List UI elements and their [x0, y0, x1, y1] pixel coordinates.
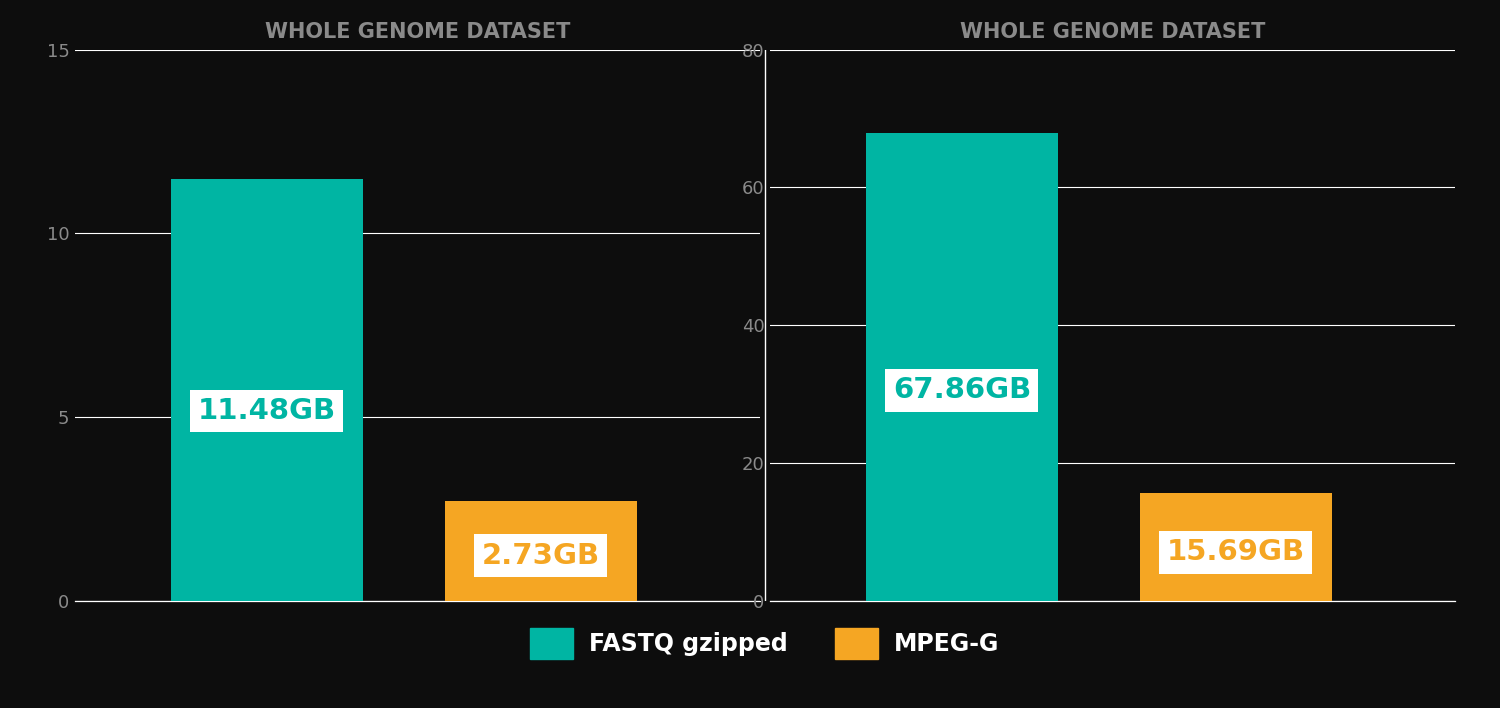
- Title: WHOLE GENOME DATASET: WHOLE GENOME DATASET: [264, 23, 570, 42]
- Text: 11.48GB: 11.48GB: [198, 397, 336, 425]
- Bar: [446, 501, 636, 601]
- Text: Original FASTQ = 368GB: Original FASTQ = 368GB: [798, 623, 986, 638]
- Title: WHOLE GENOME DATASET: WHOLE GENOME DATASET: [960, 23, 1266, 42]
- Bar: [171, 179, 363, 601]
- Text: Original FASTQ = 60.42GB: Original FASTQ = 60.42GB: [102, 623, 304, 638]
- Bar: [865, 133, 1058, 601]
- Text: 2.73GB: 2.73GB: [482, 542, 600, 570]
- Bar: [1140, 493, 1332, 601]
- Text: 15.69GB: 15.69GB: [1167, 538, 1305, 566]
- Legend: FASTQ gzipped, MPEG-G: FASTQ gzipped, MPEG-G: [531, 629, 999, 658]
- Text: 67.86GB: 67.86GB: [892, 377, 1030, 404]
